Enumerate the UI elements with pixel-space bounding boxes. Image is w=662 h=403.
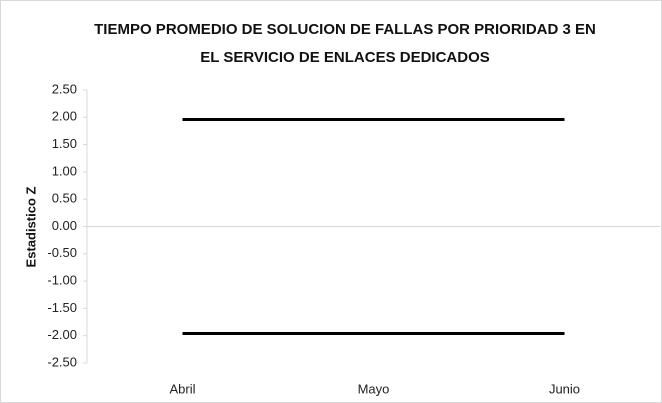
y-tick-label: -1.00 xyxy=(47,273,77,288)
y-tick-label: -2.50 xyxy=(47,354,77,369)
y-tick-label: -1.50 xyxy=(47,300,77,315)
y-tick-label: 1.50 xyxy=(52,136,77,151)
x-tick-label: Mayo xyxy=(358,381,390,396)
y-tick-label: 2.00 xyxy=(52,109,77,124)
y-tick-label: -2.00 xyxy=(47,327,77,342)
y-tick-label: 1.00 xyxy=(52,163,77,178)
x-tick-label: Abril xyxy=(169,381,195,396)
y-axis-label: Estadistico Z xyxy=(23,186,38,267)
y-tick-label: 0.00 xyxy=(52,218,77,233)
chart-title: TIEMPO PROMEDIO DE SOLUCION DE FALLAS PO… xyxy=(94,21,596,38)
y-tick-label: 2.50 xyxy=(52,81,77,96)
chart-title: EL SERVICIO DE ENLACES DEDICADOS xyxy=(200,49,490,66)
y-tick-label: 0.50 xyxy=(52,191,77,206)
x-tick-label: Junio xyxy=(549,381,580,396)
y-tick-label: -0.50 xyxy=(47,245,77,260)
